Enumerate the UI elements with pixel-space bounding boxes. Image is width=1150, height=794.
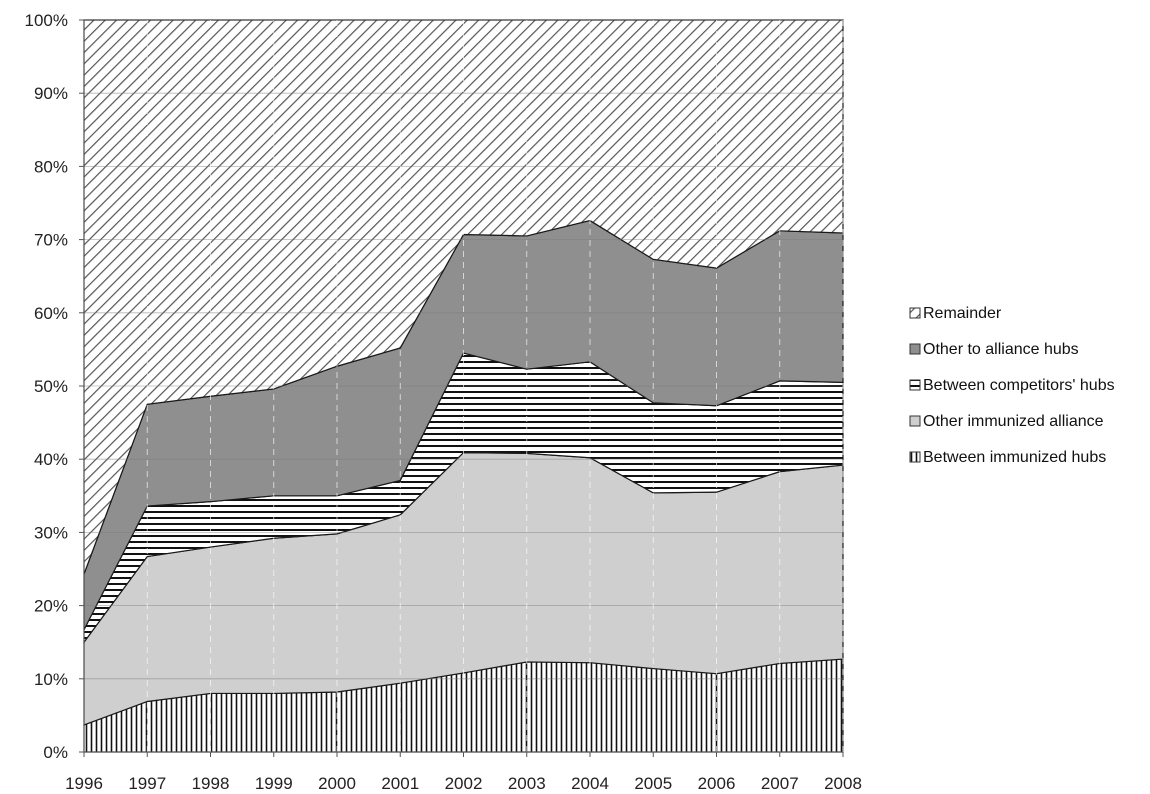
legend-label-between-immunized-hubs: Between immunized hubs	[923, 449, 1106, 466]
x-tick-label: 2002	[445, 774, 483, 793]
y-tick-label: 30%	[34, 523, 68, 542]
legend-label-remainder: Remainder	[923, 305, 1002, 322]
legend: Remainder Other to alliance hubs Between c…	[909, 305, 1115, 466]
axes: 0% 10% 20% 30% 40% 50% 60% 70% 80% 90% 100% 1996 199…	[25, 11, 862, 793]
legend-label-other-immunized-alliance: Other immunized alliance	[923, 413, 1104, 430]
x-tick-label: 1996	[65, 774, 103, 793]
x-tick-label: 2003	[508, 774, 546, 793]
legend-label-other-to-alliance-hubs: Other to alliance hubs	[923, 341, 1079, 358]
y-tick-label: 40%	[34, 450, 68, 469]
x-tick-label: 2007	[761, 774, 799, 793]
y-tick-label: 20%	[34, 597, 68, 616]
x-tick-label: 2000	[318, 774, 356, 793]
legend-swatch-other-immunized-alliance	[909, 415, 921, 427]
legend-swatch-remainder	[909, 307, 921, 319]
y-tick-label: 50%	[34, 377, 68, 396]
y-tick-label: 10%	[34, 670, 68, 689]
x-tick-label: 2005	[634, 774, 672, 793]
x-tick-label: 1998	[192, 774, 230, 793]
y-tick-label: 60%	[34, 304, 68, 323]
y-tick-label: 80%	[34, 157, 68, 176]
y-tick-label: 100%	[25, 11, 68, 30]
x-tick-label: 2006	[698, 774, 736, 793]
x-tick-label: 2001	[381, 774, 419, 793]
legend-swatch-between-immunized-hubs	[909, 451, 921, 463]
x-tick-label: 2008	[824, 774, 862, 793]
legend-label-between-competitors-hubs: Between competitors' hubs	[923, 377, 1115, 394]
x-tick-label: 1997	[128, 774, 166, 793]
gridlines	[84, 19, 844, 752]
x-tick-label: 2004	[571, 774, 609, 793]
x-tick-label: 1999	[255, 774, 293, 793]
y-tick-label: 70%	[34, 231, 68, 250]
y-tick-label: 0%	[43, 743, 68, 762]
legend-swatch-between-competitors-hubs	[909, 379, 921, 391]
y-tick-label: 90%	[34, 84, 68, 103]
legend-swatch-other-to-alliance-hubs	[909, 343, 921, 355]
